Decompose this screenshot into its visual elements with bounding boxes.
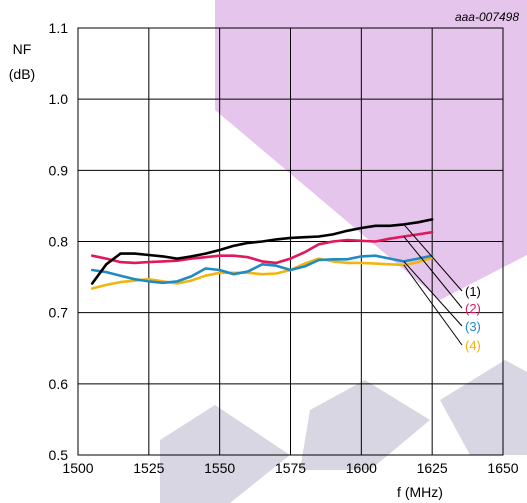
x-tick-label: 1525 xyxy=(133,460,164,476)
series-line-3 xyxy=(90,254,434,285)
series-labels: (1) (2) (3) (4) xyxy=(403,224,481,353)
y-tick-label: 0.6 xyxy=(49,376,69,392)
y-tick-label: 0.9 xyxy=(49,162,69,178)
x-tick-label: 1600 xyxy=(346,460,377,476)
series-leader-line-3 xyxy=(403,261,463,327)
y-tick-labels: 0.5 0.6 0.7 0.8 0.9 1.0 1.1 xyxy=(49,20,69,463)
y-tick-label: 0.8 xyxy=(49,234,69,250)
series-label-2: (2) xyxy=(465,301,481,316)
series-layer xyxy=(90,218,434,290)
y-axis-title-line2: (dB) xyxy=(9,66,35,82)
series-leader-line-1 xyxy=(403,224,463,292)
y-axis-title-line1: NF xyxy=(13,41,32,57)
background-watermark xyxy=(160,0,527,503)
x-tick-label: 1550 xyxy=(204,460,235,476)
series-line-1 xyxy=(90,218,434,285)
series-line-2 xyxy=(90,230,434,265)
y-tick-label: 0.7 xyxy=(49,305,69,321)
x-axis-title: f (MHz) xyxy=(397,484,443,500)
y-tick-label: 1.0 xyxy=(49,91,69,107)
figure-reference: aaa-007498 xyxy=(455,10,519,24)
series-label-3: (3) xyxy=(465,319,481,334)
x-tick-label: 1650 xyxy=(487,460,518,476)
series-line-4 xyxy=(90,256,434,290)
y-tick-label: 1.1 xyxy=(49,20,69,36)
series-leader-line-2 xyxy=(403,236,463,309)
x-tick-label: 1575 xyxy=(275,460,306,476)
series-label-4: (4) xyxy=(465,338,481,353)
x-tick-labels: 1500 1525 1550 1575 1600 1625 1650 xyxy=(62,460,518,476)
x-tick-label: 1625 xyxy=(417,460,448,476)
x-tick-label: 1500 xyxy=(62,460,93,476)
y-tick-label: 0.5 xyxy=(49,447,69,463)
plot-frame xyxy=(77,27,504,456)
series-label-1: (1) xyxy=(465,284,481,299)
series-leader-line-4 xyxy=(403,264,463,346)
